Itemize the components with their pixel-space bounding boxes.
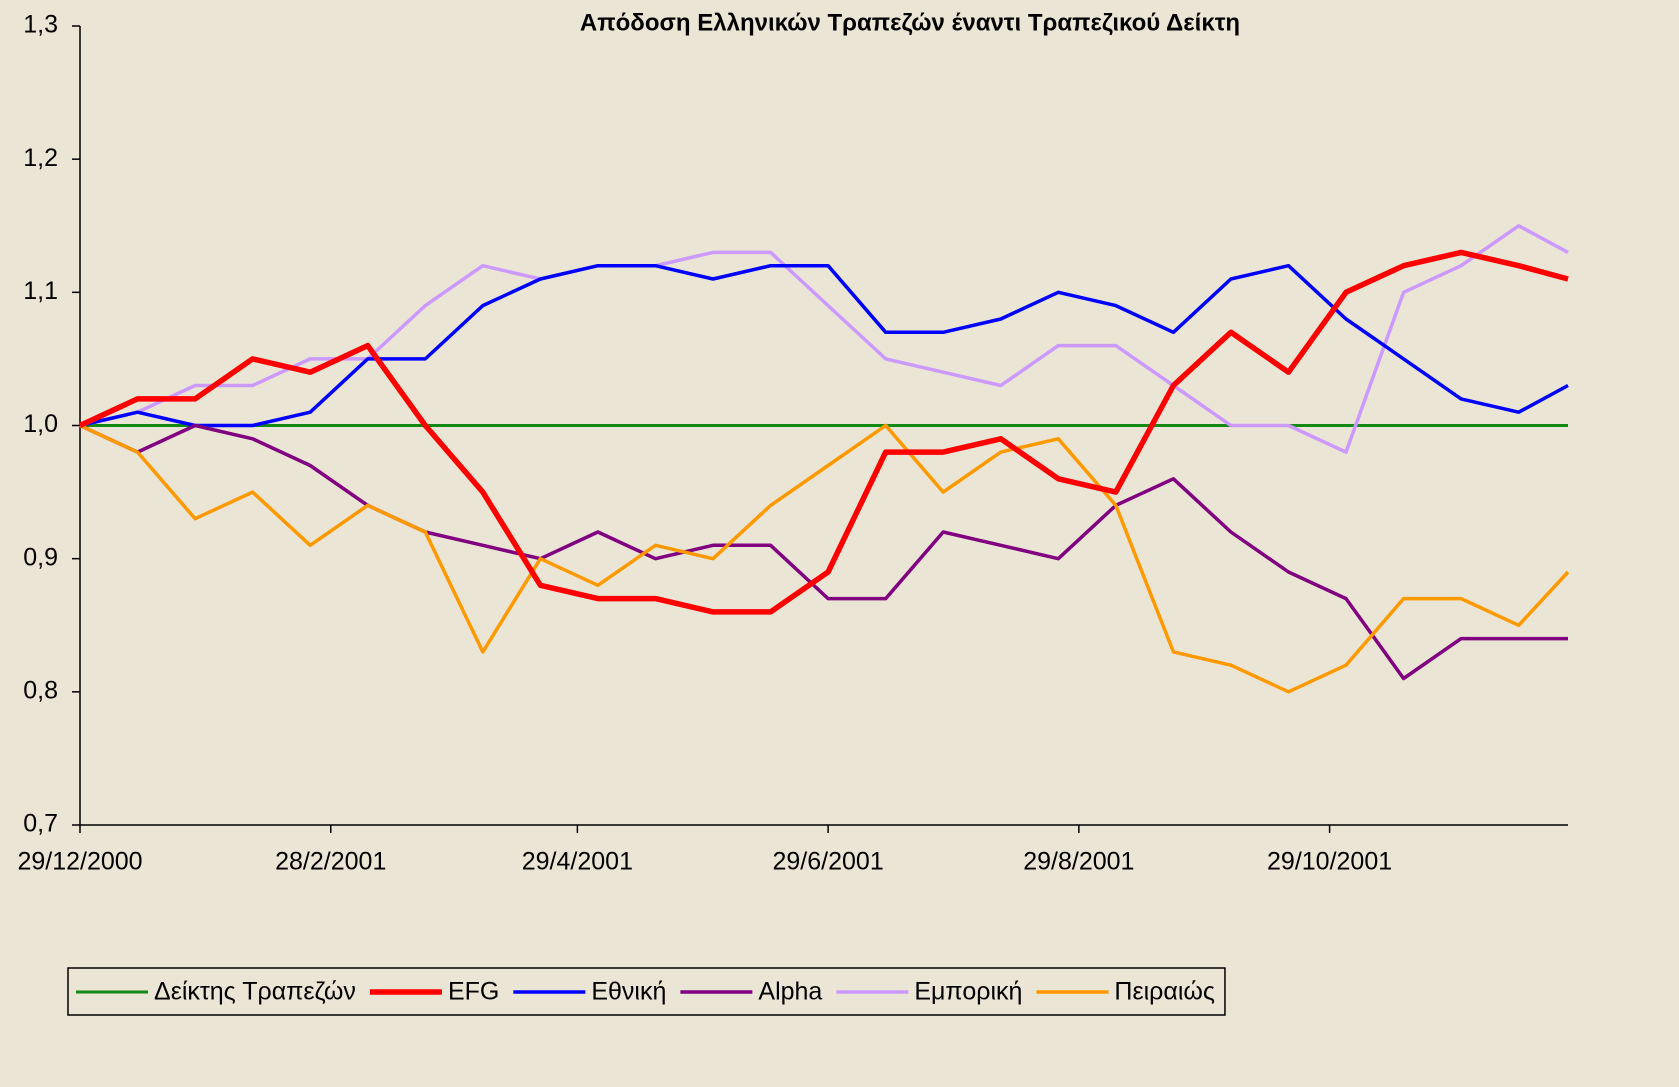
legend-label: Εθνική <box>591 978 666 1006</box>
legend-box <box>67 967 1226 1016</box>
series-line <box>79 263 1569 428</box>
x-tick-label: 29/4/2001 <box>522 848 633 876</box>
x-tick-label: 29/6/2001 <box>773 848 884 876</box>
x-tick-label: 29/8/2001 <box>1023 848 1134 876</box>
legend-label: Alpha <box>758 978 822 1006</box>
series-line <box>78 249 1569 615</box>
y-tick-label: 0,8 <box>23 676 58 704</box>
series-line <box>79 224 1569 454</box>
y-tick-label: 1,3 <box>23 11 58 39</box>
chart-title: Απόδοση Ελληνικών Τραπεζών έναντι Τραπεζ… <box>580 9 1240 36</box>
y-tick-label: 0,7 <box>23 810 58 838</box>
x-tick-label: 28/2/2001 <box>275 848 386 876</box>
y-tick-label: 1,2 <box>23 144 58 172</box>
y-tick-label: 1,1 <box>23 277 58 305</box>
x-tick-label: 29/10/2001 <box>1267 848 1392 876</box>
legend-label: EFG <box>448 978 499 1006</box>
y-tick-label: 1,0 <box>23 410 58 438</box>
series-line <box>79 423 1570 694</box>
series-line <box>79 423 1568 681</box>
y-tick-label: 0,9 <box>23 543 58 571</box>
legend-label: Πειραιώς <box>1114 978 1215 1006</box>
legend-label: Δείκτης Τραπεζών <box>154 978 356 1006</box>
legend-label: Εμπορική <box>914 978 1022 1006</box>
x-tick-label: 29/12/2000 <box>17 848 142 876</box>
